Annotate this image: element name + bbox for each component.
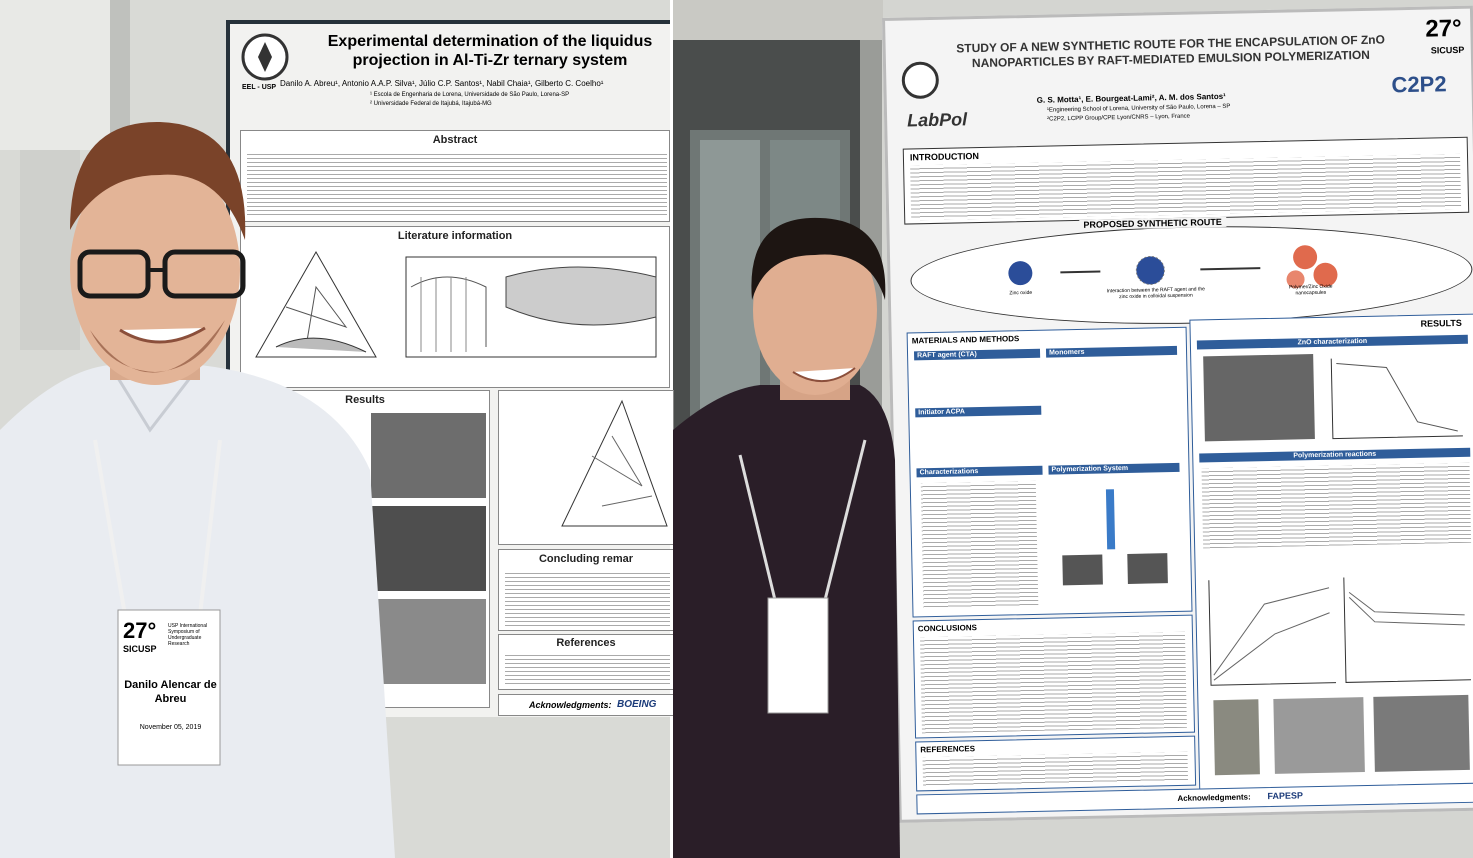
text-lines: [247, 151, 667, 217]
badge-event-full: USP International Symposium of Undergrad…: [168, 623, 208, 647]
route-diagram: [1008, 245, 1338, 289]
phase-diagrams: [255, 250, 657, 358]
section-heading: Concluding remar: [538, 553, 634, 565]
poster: EEL - USP Experimental determination of …: [226, 20, 674, 717]
badge-name: Danilo Alencar de Abreu: [124, 679, 217, 705]
authors: Danilo A. Abreu¹, Antonio A.A.P. Silva¹,…: [280, 79, 604, 88]
references-box: References: [498, 634, 674, 690]
poster-title: Experimental determination of the liquid…: [327, 33, 653, 69]
ternary-diagram: [561, 399, 668, 527]
acknowledgments-box: Acknowledgments: BOEING: [498, 694, 674, 716]
results-box: RESULTS ZnO characterization Polymerizat…: [1189, 313, 1473, 798]
section-heading: References: [556, 637, 616, 649]
badge-event: SICUSP: [123, 644, 157, 654]
affiliation: ² Universidade Federal de Itajubá, Itaju…: [370, 101, 492, 107]
literature-box: Literature information: [240, 226, 670, 388]
affiliation: ¹ Escola de Engenharia de Lorena, Univer…: [370, 92, 570, 98]
badge-edition: 27°: [123, 618, 157, 643]
logo: [901, 61, 939, 99]
badge-date: November 05, 2019: [139, 724, 202, 731]
section-heading: Literature information: [397, 230, 513, 242]
acknowledgments: Acknowledgments:: [529, 700, 612, 710]
micrograph: [371, 599, 486, 684]
poster: STUDY OF A NEW SYNTHETIC ROUTE FOR THE E…: [882, 5, 1473, 823]
micrograph: [371, 506, 486, 591]
sponsor: BOEING: [617, 699, 657, 710]
section-heading: Results: [345, 394, 385, 406]
micrograph: [371, 413, 486, 498]
methods-box: MATERIALS AND METHODS RAFT agent (CTA) M…: [906, 326, 1193, 618]
zeta-plot: [1330, 358, 1463, 440]
badge: 27° USP International Symposium of Under…: [123, 618, 218, 731]
section-heading: Abstract: [432, 134, 478, 146]
person-left: [0, 121, 395, 858]
logo-label: EEL - USP: [242, 84, 277, 91]
logo: [241, 33, 289, 81]
person-right: [673, 217, 900, 858]
kinetics-plots: [1208, 577, 1471, 686]
abstract-box: Abstract: [240, 130, 670, 222]
text-lines: [505, 570, 670, 626]
text-lines: [505, 652, 670, 686]
reactor-photo: [1062, 489, 1168, 586]
